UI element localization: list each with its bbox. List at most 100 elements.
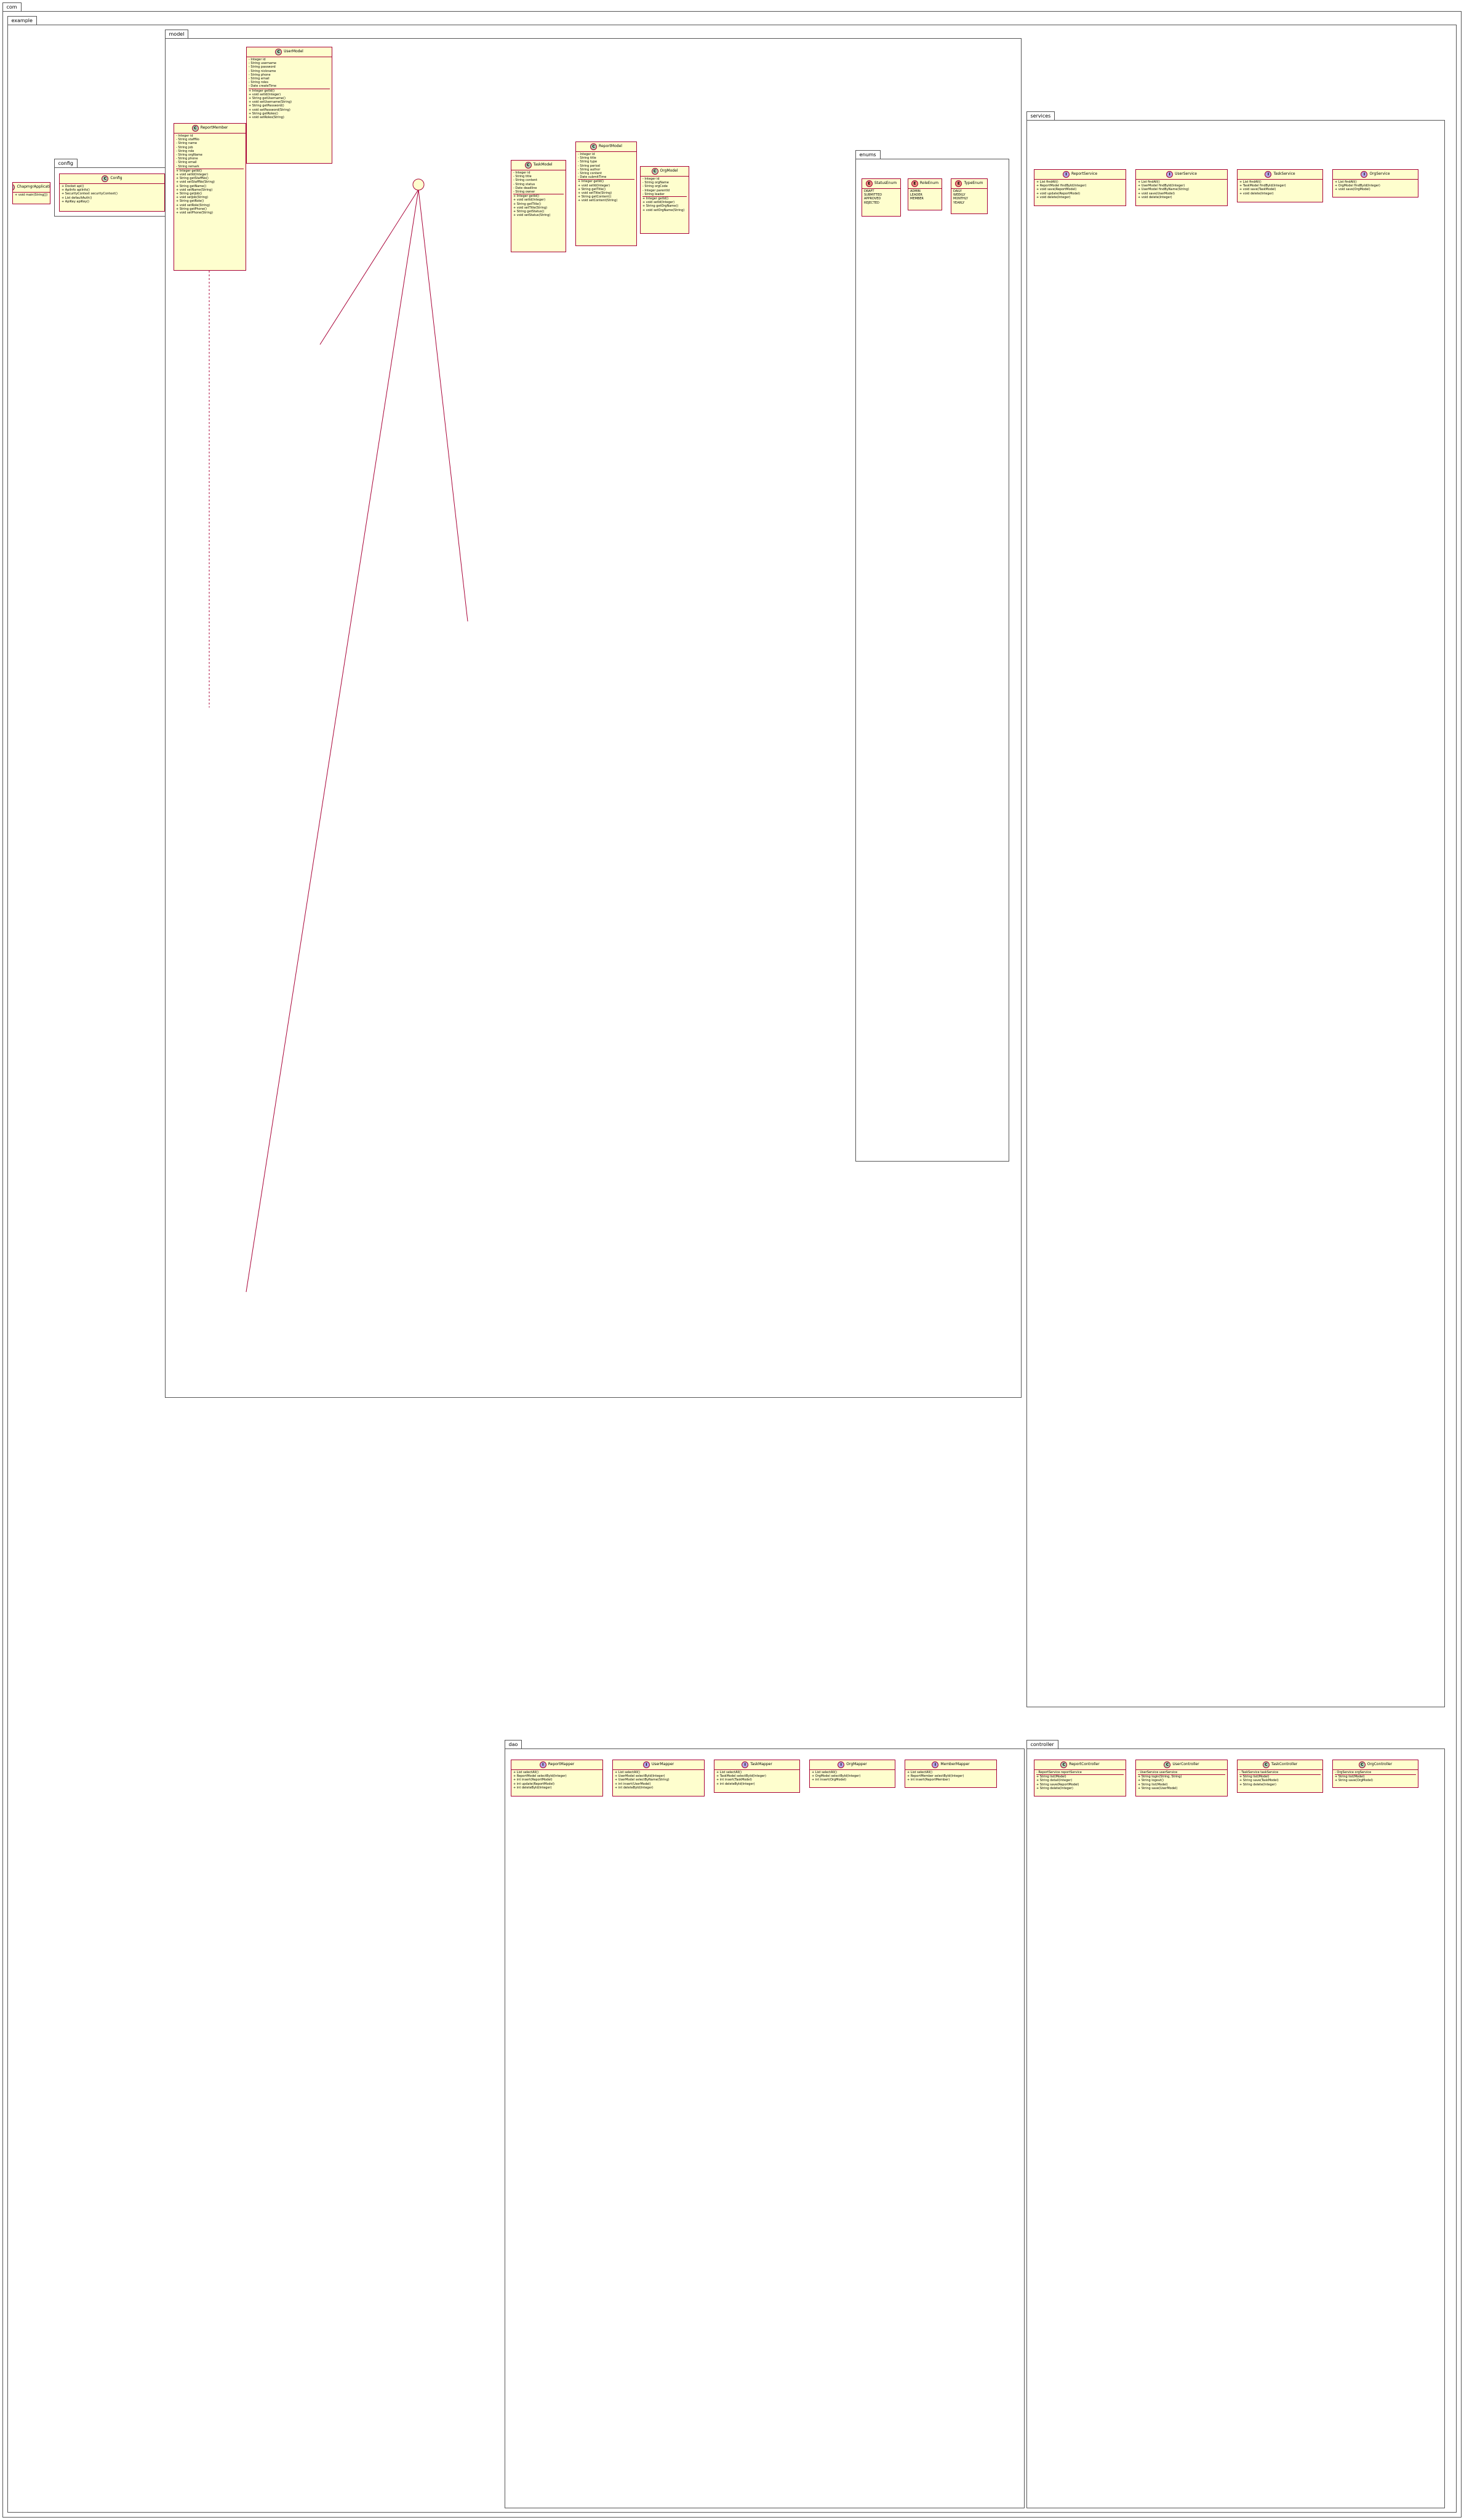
class-member: - String email [176,161,197,165]
class-report-model[interactable]: C ReportModel - Integer id - String title… [575,142,637,246]
class-name: TaskModel [533,162,553,167]
class-member: + void setId(Integer) [249,92,281,97]
class-header: C ReportMember [174,124,246,134]
class-member: + String getUsername() [249,97,286,101]
interface-report-mapper[interactable]: I ReportMapper + List selectAll() + Repor… [511,1760,603,1796]
class-chapmgr-application[interactable]: CChapmgrApplication + void main(String[]… [12,182,50,204]
class-header: I OrgMapper [810,1760,895,1770]
class-report-controller[interactable]: C ReportController - ReportService report… [1034,1760,1126,1796]
class-member: + List selectAll() [812,1771,838,1774]
interface-org-service[interactable]: I OrgService + List findAll() + OrgModel … [1332,169,1418,197]
class-header: I ReportMapper [511,1760,602,1770]
interface-icon: I [742,1761,749,1768]
class-header: I TaskService [1238,170,1322,180]
class-member: + TaskModel findById(Integer) [1239,184,1286,188]
class-member: + int insert(ReportModel) [513,1778,553,1782]
interface-icon: I [838,1761,845,1768]
class-member: + String delete(Integer) [1239,1782,1276,1787]
class-member: + ApiKey apiKey() [62,199,90,204]
class-report-member[interactable]: C ReportMember - Integer id - String staf… [174,123,246,271]
enum-values: DAILY WEEKLY MONTHLY YEARLY [951,189,987,205]
class-header: I UserMapper [613,1760,704,1770]
class-member: - String content [513,178,538,183]
enum-name: RoleEnum [919,181,939,186]
class-member: + String getPhone() [176,207,207,211]
class-member: + int insert(ReportMember) [907,1778,950,1782]
class-member: - UserService userService [1138,1771,1178,1774]
class-member: + String list(Model) [1335,1775,1365,1779]
class-header: C OrgModel [641,167,689,177]
class-name: OrgMapper [846,1762,867,1767]
class-member: + List selectAll() [615,1771,641,1774]
class-config[interactable]: C Config + Docket api() + ApiInfo apiInfo… [59,173,165,212]
class-icon: C [590,143,598,150]
enum-role[interactable]: E RoleEnum ADMIN LEADER MEMBER [908,178,942,210]
class-member: - String remark [176,164,199,169]
interface-user-mapper[interactable]: I UserMapper + List selectAll() + UserMod… [612,1760,705,1796]
interface-icon: I [1361,171,1368,178]
interface-user-service[interactable]: I UserService + List findAll() + UserMode… [1135,169,1228,206]
class-member: - String orgCode [642,185,668,189]
class-name: Config [110,176,122,181]
package-controller-label: controller [1026,1740,1058,1748]
class-member: + ReportMember selectById(Integer) [907,1774,964,1779]
class-member: + ReportModel findById(Integer) [1036,184,1087,188]
class-member: + void setRoles(String) [249,116,284,120]
class-task-model[interactable]: C TaskModel - Integer id - String title -… [511,160,566,252]
interface-task-service[interactable]: I TaskService + List findAll() + TaskMode… [1237,169,1323,202]
class-member: + String getStatus() [513,210,545,214]
class-member: + TaskModel selectById(Integer) [716,1774,766,1779]
class-user-model[interactable]: C UserModel - Integer id - String usernam… [246,47,332,164]
class-member: + int update(ReportModel) [513,1782,554,1786]
enum-value: YEARLY [953,201,965,205]
package-dao-label: dao [504,1740,522,1748]
class-name: ReportMember [200,126,228,130]
class-member: + void setPassword(String) [249,108,290,112]
class-members: - Integer id - String username - String … [247,57,332,120]
class-member: - String orgName [176,153,202,158]
class-org-model[interactable]: C OrgModel - Integer id - String orgName … [640,166,689,234]
class-member: + UserModel findByName(String) [1138,188,1190,192]
enum-value: ADMIN [910,189,921,193]
class-task-controller[interactable]: C TaskController - TaskService taskServic… [1237,1760,1323,1793]
class-member: + List defaultAuth() [62,196,92,200]
class-member: - Integer id [578,153,595,156]
class-member: + void setId(Integer) [642,201,675,205]
class-member: + void setStatus(String) [513,213,551,218]
class-member: - String title [578,156,596,161]
class-header: C TaskController [1238,1760,1322,1770]
enum-value: MONTHLY [953,197,968,201]
class-org-controller[interactable]: C OrgController - OrgService orgService +… [1332,1760,1418,1788]
class-member: - Integer id [176,134,193,138]
class-member: + Integer getId() [578,180,604,184]
class-icon: C [1164,1761,1171,1768]
interface-task-mapper[interactable]: I TaskMapper + List selectAll() + TaskMod… [714,1760,800,1793]
enum-type[interactable]: E TypeEnum DAILY WEEKLY MONTHLY YEARLY [951,178,988,214]
interface-icon: I [539,1761,546,1768]
class-user-controller[interactable]: C UserController - UserService userServic… [1135,1760,1228,1796]
package-services: services [1026,111,1445,1707]
class-members: + List selectAll() + ReportModel selectB… [511,1770,602,1790]
class-member: + String login(String, String) [1138,1775,1182,1779]
class-name: TaskService [1273,172,1295,177]
class-members: + List selectAll() + UserModel selectByI… [613,1770,704,1790]
class-member: - String staffNo [176,138,199,142]
enum-value: LEADER [910,193,922,197]
class-member: + String list(Model) [1239,1775,1270,1779]
class-member: + Integer getId() [249,89,275,93]
class-members: - Integer id - String title - String typ… [576,152,636,204]
class-name: UserModel [284,49,303,54]
enum-status[interactable]: E StatusEnum DRAFT SUBMITTED APPROVED REJ… [862,178,901,217]
class-member: + String delete(Integer) [1036,1786,1073,1790]
interface-member-mapper[interactable]: I MemberMapper + List selectAll() + Repor… [905,1760,997,1788]
class-member: - String owner [513,190,535,194]
enum-value: MEMBER [910,197,924,201]
class-member: + int deleteById(Integer) [615,1785,654,1790]
package-controller: controller [1026,1740,1445,2508]
class-header: I MemberMapper [905,1760,996,1770]
interface-org-mapper[interactable]: I OrgMapper + List selectAll() + OrgModel… [809,1760,895,1788]
interface-report-service[interactable]: I ReportService + List findAll() + Report… [1034,169,1126,206]
enum-value: WEEKLY [953,193,966,197]
class-member: + void save(ReportModel) [1036,188,1077,192]
class-icon: C [524,162,532,169]
